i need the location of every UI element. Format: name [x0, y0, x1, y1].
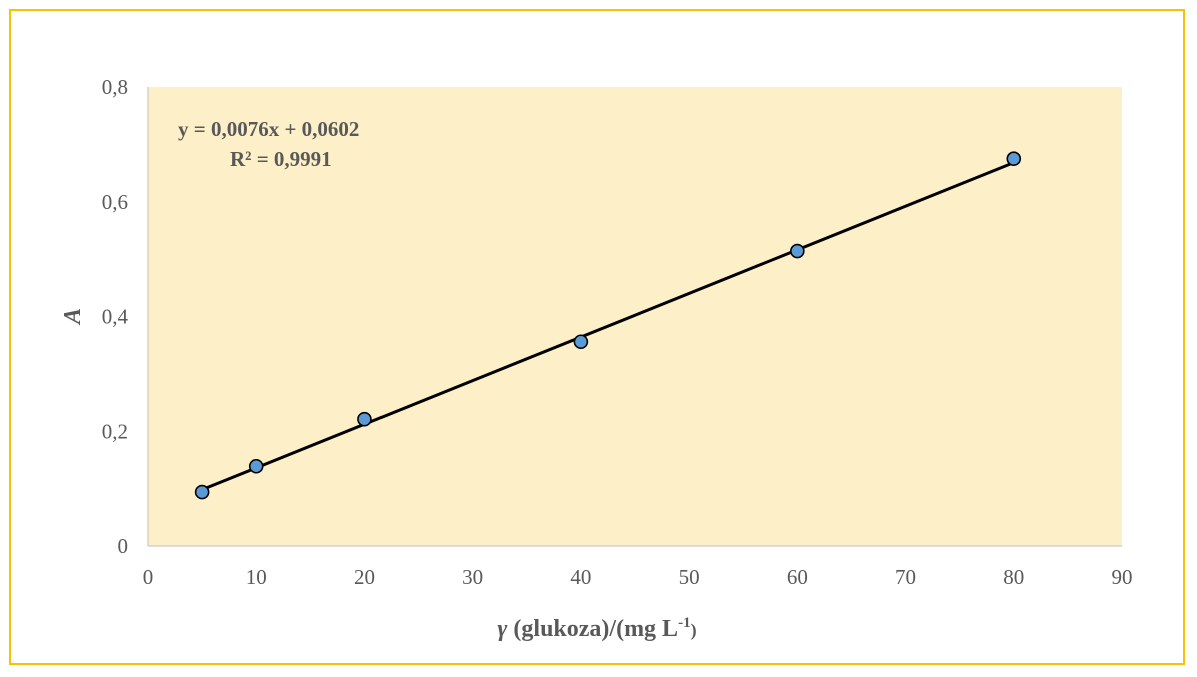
x-axis-title-text: (glukoza)/(mg L [507, 616, 678, 642]
trendline [201, 161, 1015, 492]
x-axis-title: γ (glukoza)/(mg L-1) [497, 615, 696, 642]
y-tick-label: 0,6 [102, 190, 128, 214]
x-tick-label: 60 [787, 565, 808, 589]
x-tick-label: 80 [1003, 565, 1024, 589]
trendline-equation: y = 0,0076x + 0,0602 [178, 117, 359, 141]
x-tick-label: 70 [895, 565, 916, 589]
data-point [1006, 151, 1022, 167]
data-point [248, 458, 264, 474]
x-tick-label: 0 [143, 565, 154, 589]
data-point [194, 484, 210, 500]
data-point [573, 334, 589, 350]
x-tick-label: 30 [462, 565, 483, 589]
y-tick-label: 0,2 [102, 419, 128, 443]
x-tick-label: 20 [354, 565, 375, 589]
x-axis-title-close: ) [691, 620, 697, 641]
x-tick-label: 10 [246, 565, 267, 589]
y-tick-labels: 0 0,2 0,4 0,6 0,8 [102, 75, 129, 558]
y-tick-label: 0 [118, 534, 129, 558]
data-points [194, 151, 1022, 500]
x-axis-title-symbol: γ [497, 616, 507, 642]
y-tick-label: 0,8 [102, 75, 128, 99]
y-axis-title: A [60, 308, 86, 326]
x-tick-label: 90 [1112, 565, 1133, 589]
data-point [790, 243, 805, 259]
x-tick-label: 40 [570, 565, 591, 589]
x-tick-labels: 0 10 20 30 40 50 60 70 80 90 [143, 565, 1133, 589]
trendline-r-squared: R² = 0,9991 [230, 147, 332, 171]
data-point [357, 411, 372, 427]
axes [147, 87, 1122, 547]
x-axis-title-superscript: -1 [678, 615, 691, 631]
y-tick-label: 0,4 [102, 305, 129, 329]
x-tick-label: 50 [679, 565, 700, 589]
